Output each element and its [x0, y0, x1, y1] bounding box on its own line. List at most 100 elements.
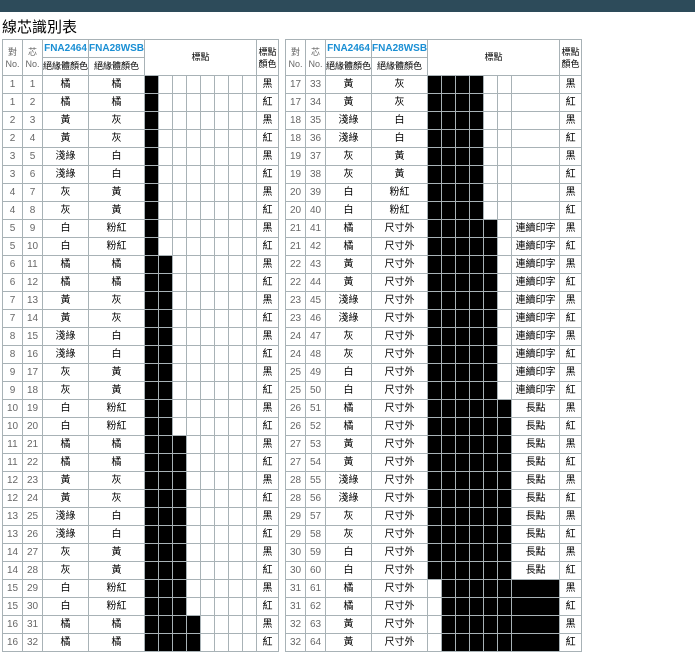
cell-mark: [201, 382, 215, 400]
cell-ins-b: 尺寸外: [372, 454, 428, 472]
cell-mark: [215, 310, 229, 328]
cell-mark: [173, 310, 187, 328]
hdr-mark: 標點: [145, 40, 257, 76]
cell-mark: [428, 166, 442, 184]
cell-ins-b: 尺寸外: [372, 292, 428, 310]
cell-mark: [201, 436, 215, 454]
cell-pair: 28: [286, 472, 306, 490]
cell-mark: [456, 76, 470, 94]
cell-mark: [456, 166, 470, 184]
cell-mark: [243, 256, 257, 274]
cell-mark: [187, 328, 201, 346]
cell-mark: [187, 184, 201, 202]
cell-mark: [229, 616, 243, 634]
cell-mark: [456, 562, 470, 580]
cell-mark: [173, 616, 187, 634]
cell-mark-color: 紅: [560, 274, 582, 292]
cell-mark: [243, 472, 257, 490]
table-row: 2549白尺寸外連續印字黑: [286, 364, 582, 382]
cell-mark: [243, 436, 257, 454]
cell-mark-color: 紅: [560, 94, 582, 112]
cell-core: 30: [23, 598, 43, 616]
cell-mark: [484, 328, 498, 346]
cell-ins-b: 黃: [372, 148, 428, 166]
cell-mark: [498, 346, 512, 364]
cell-ins-a: 橘: [326, 580, 372, 598]
cell-ins-a: 白: [43, 598, 89, 616]
cell-mark: [243, 76, 257, 94]
hdr-mark-color: 標點顏色: [560, 40, 582, 76]
cell-mark: [173, 490, 187, 508]
cell-mark: [470, 580, 484, 598]
cell-pair: 32: [286, 616, 306, 634]
cell-mark: [442, 112, 456, 130]
cell-mark: [173, 76, 187, 94]
table-row: 2550白尺寸外連續印字紅: [286, 382, 582, 400]
table-row: 47灰黃黑: [3, 184, 279, 202]
cell-mark: [145, 238, 159, 256]
cell-mark-color: 紅: [560, 490, 582, 508]
cell-pair: 16: [3, 634, 23, 652]
cell-ins-b: 粉紅: [89, 598, 145, 616]
cell-mark: [456, 364, 470, 382]
cell-mark: [173, 148, 187, 166]
cell-mark-color: 黑: [257, 292, 279, 310]
hdr-core: 芯No.: [306, 40, 326, 76]
cell-mark: [187, 346, 201, 364]
cell-mark: [470, 310, 484, 328]
cell-mark-wide: 長點: [512, 418, 560, 436]
cell-mark-color: 黑: [257, 328, 279, 346]
hdr-product2: FNA28WSB: [372, 40, 428, 58]
cell-mark: [442, 166, 456, 184]
cell-mark: [428, 274, 442, 292]
cell-mark: [498, 382, 512, 400]
cell-ins-b: 粉紅: [89, 400, 145, 418]
cell-mark: [470, 544, 484, 562]
cell-core: 24: [23, 490, 43, 508]
cell-mark: [215, 238, 229, 256]
cell-mark: [442, 472, 456, 490]
cell-ins-a: 黃: [43, 472, 89, 490]
cell-core: 14: [23, 310, 43, 328]
cell-mark: [229, 580, 243, 598]
cell-mark-wide: 長點: [512, 436, 560, 454]
hdr-ins2: 絕緣體顏色: [89, 58, 145, 76]
cell-mark: [215, 400, 229, 418]
table-row: 3263黃尺寸外長點黑: [286, 616, 582, 634]
cell-core: 48: [306, 346, 326, 364]
cell-mark: [470, 112, 484, 130]
cell-mark-color: 紅: [560, 346, 582, 364]
cell-ins-b: 黃: [89, 364, 145, 382]
cell-mark: [470, 292, 484, 310]
cell-mark: [229, 310, 243, 328]
cell-mark: [442, 526, 456, 544]
cell-mark: [442, 148, 456, 166]
cell-ins-a: 黃: [326, 616, 372, 634]
table-row: 2753黃尺寸外長點黑: [286, 436, 582, 454]
cell-core: 16: [23, 346, 43, 364]
cell-ins-a: 橘: [43, 76, 89, 94]
cell-mark-wide: 長點: [512, 400, 560, 418]
cell-mark: [484, 580, 498, 598]
cell-mark: [470, 382, 484, 400]
cell-mark: [215, 562, 229, 580]
cell-mark: [201, 490, 215, 508]
cell-mark: [159, 184, 173, 202]
cell-mark: [173, 328, 187, 346]
cell-pair: 14: [3, 544, 23, 562]
cell-mark: [173, 130, 187, 148]
cell-core: 64: [306, 634, 326, 652]
cell-ins-a: 淺綠: [326, 112, 372, 130]
cell-ins-a: 橘: [43, 634, 89, 652]
cell-mark: [243, 562, 257, 580]
table-row: 612橘橘紅: [3, 274, 279, 292]
cell-mark: [498, 436, 512, 454]
cell-mark: [484, 184, 498, 202]
cell-ins-b: 尺寸外: [372, 346, 428, 364]
table-row: 1938灰黃紅: [286, 166, 582, 184]
cell-ins-a: 淺綠: [43, 346, 89, 364]
cell-core: 7: [23, 184, 43, 202]
cell-mark: [173, 382, 187, 400]
cell-ins-a: 灰: [326, 346, 372, 364]
cell-mark: [484, 220, 498, 238]
